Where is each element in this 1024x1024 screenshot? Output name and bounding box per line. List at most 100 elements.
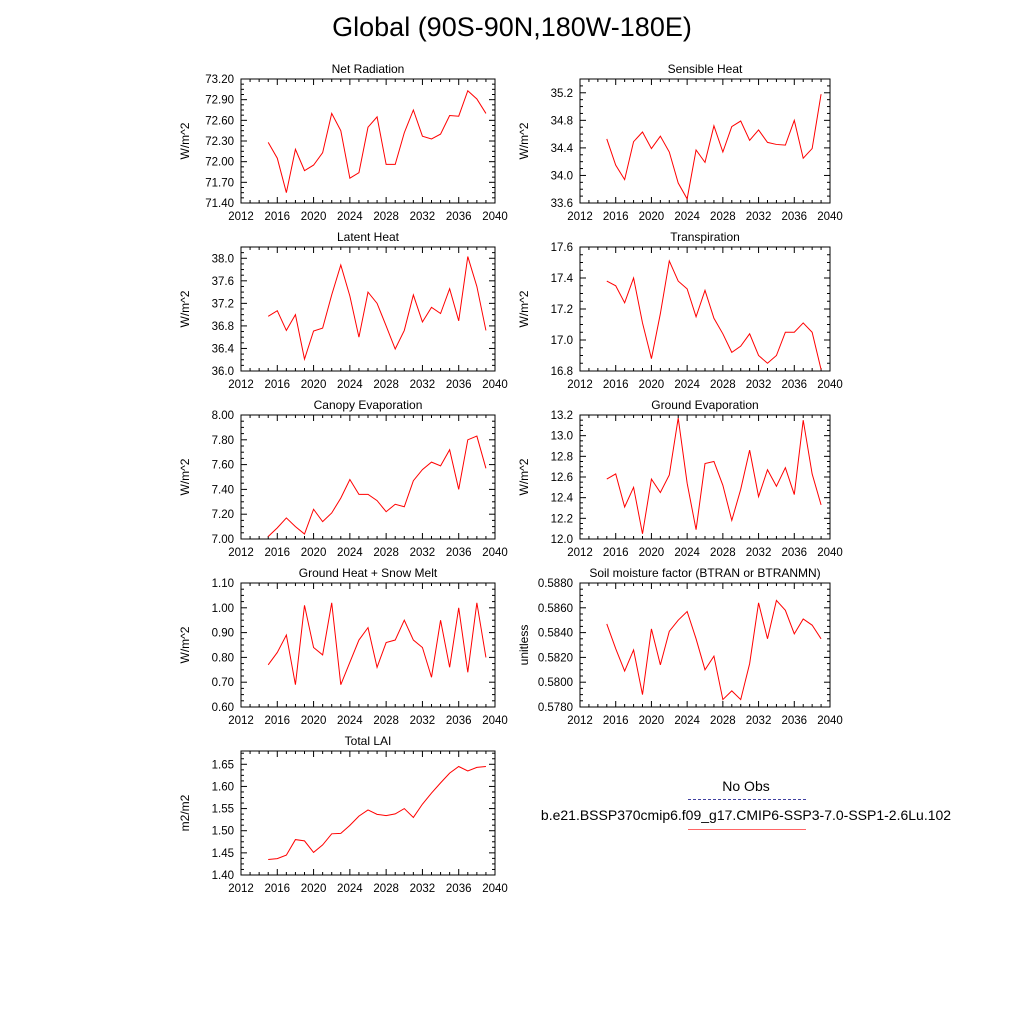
y-tick-label: 12.4 [551,493,574,505]
y-tick-label: 34.4 [551,143,574,155]
x-tick-label: 2032 [746,715,772,727]
x-tick-label: 2036 [446,211,472,223]
y-tick-label: 73.20 [205,74,234,86]
panel-sensible-heat: Sensible Heat W/m^2 2012 2016 2020 2024 2028 20… [517,62,843,223]
x-tick-label: 2032 [746,211,772,223]
y-tick-label: 17.0 [551,335,573,347]
x-tick-label: 2024 [674,715,700,727]
x-tick-label: 2012 [228,883,254,895]
y-tick-label: 1.55 [212,804,234,816]
plot-frame [240,582,496,708]
x-tick-label: 2024 [337,379,363,391]
y-tick-label: 37.2 [212,298,234,310]
x-tick-label: 2040 [482,715,508,727]
x-tick-label: 2024 [674,547,700,559]
x-tick-label: 2020 [639,547,665,559]
y-tick-label: 0.5780 [538,702,573,714]
x-tick-label: 2036 [446,547,472,559]
plot-frame [579,246,831,372]
x-tick-label: 2040 [482,547,508,559]
x-tick-label: 2028 [710,379,736,391]
x-tick-label: 2016 [264,715,290,727]
panel-total-lai: Total LAI m2/m2 2012 2016 2020 2024 2028 2032 20… [178,734,508,895]
x-tick-label: 2036 [781,547,807,559]
y-tick-label: 7.20 [212,509,234,521]
x-tick-label: 2020 [639,211,665,223]
panel-title: Ground Evaporation [651,398,758,412]
y-tick-label: 72.60 [205,115,234,127]
y-axis-label: W/m^2 [178,626,192,663]
x-tick-label: 2036 [446,715,472,727]
y-tick-label: 0.80 [212,652,234,664]
y-tick-label: 35.2 [551,88,573,100]
y-tick-label: 36.0 [212,366,234,378]
x-tick-label: 2040 [817,715,843,727]
y-tick-label: 12.2 [551,513,573,525]
x-tick-label: 2020 [639,715,665,727]
y-tick-label: 7.80 [212,435,234,447]
x-tick-label: 2040 [482,883,508,895]
x-tick-label: 2032 [410,547,436,559]
y-tick-label: 1.65 [212,759,234,771]
x-tick-label: 2020 [639,379,665,391]
legend-model-swatch [688,829,806,830]
y-tick-label: 37.6 [212,276,234,288]
x-tick-label: 2024 [337,883,363,895]
x-tick-label: 2016 [603,715,629,727]
y-tick-label: 1.60 [212,781,234,793]
y-tick-label: 13.0 [551,431,573,443]
x-tick-label: 2032 [746,379,772,391]
x-tick-label: 2040 [817,547,843,559]
x-tick-label: 2020 [301,883,327,895]
legend-obs-label: No Obs [722,778,770,794]
y-axis-label: W/m^2 [178,290,192,327]
y-tick-label: 12.0 [551,534,573,546]
y-tick-label: 34.0 [551,170,573,182]
y-tick-label: 8.00 [212,410,234,422]
y-tick-label: 7.60 [212,460,234,472]
x-tick-label: 2012 [567,547,593,559]
x-tick-label: 2040 [817,211,843,223]
panel-soil-moisture-factor-btran-or-btranmn: Soil moisture factor (BTRAN or BTRANMN) u… [517,566,843,727]
y-tick-label: 1.50 [212,826,234,838]
y-axis-label: W/m^2 [517,122,531,159]
y-tick-label: 1.00 [212,603,234,615]
panel-latent-heat: Latent Heat W/m^2 2012 2016 2020 2024 2028 2032… [178,230,508,391]
x-tick-label: 2012 [228,547,254,559]
y-tick-label: 71.70 [205,177,234,189]
x-tick-label: 2036 [446,379,472,391]
plot-frame [579,582,831,708]
x-tick-label: 2016 [603,211,629,223]
x-tick-label: 2028 [710,211,736,223]
x-tick-label: 2016 [264,211,290,223]
series-line [606,259,822,370]
plot-frame [240,414,496,540]
x-tick-label: 2036 [781,715,807,727]
x-tick-label: 2028 [373,211,399,223]
y-tick-label: 0.60 [212,702,234,714]
y-tick-label: 0.5880 [538,578,573,590]
x-tick-label: 2036 [446,883,472,895]
y-tick-label: 13.2 [551,410,573,422]
panel-net-radiation: Net Radiation W/m^2 2012 2016 2020 2024 2028 20… [178,62,508,223]
x-tick-label: 2032 [746,547,772,559]
x-tick-label: 2024 [674,379,700,391]
y-tick-label: 0.5800 [538,677,573,689]
y-tick-label: 36.4 [212,343,235,355]
x-tick-label: 2020 [301,547,327,559]
y-tick-label: 0.90 [212,628,234,640]
y-tick-label: 72.00 [205,157,234,169]
y-axis-label: W/m^2 [517,458,531,495]
panel-title: Transpiration [670,230,740,244]
y-tick-label: 36.8 [212,321,234,333]
x-tick-label: 2040 [817,379,843,391]
x-tick-label: 2020 [301,211,327,223]
y-axis-label: W/m^2 [517,290,531,327]
x-tick-label: 2028 [373,883,399,895]
x-tick-label: 2024 [337,715,363,727]
y-axis-label: W/m^2 [178,122,192,159]
series-line [267,435,487,537]
series-line [606,94,822,201]
series-line [268,765,486,860]
